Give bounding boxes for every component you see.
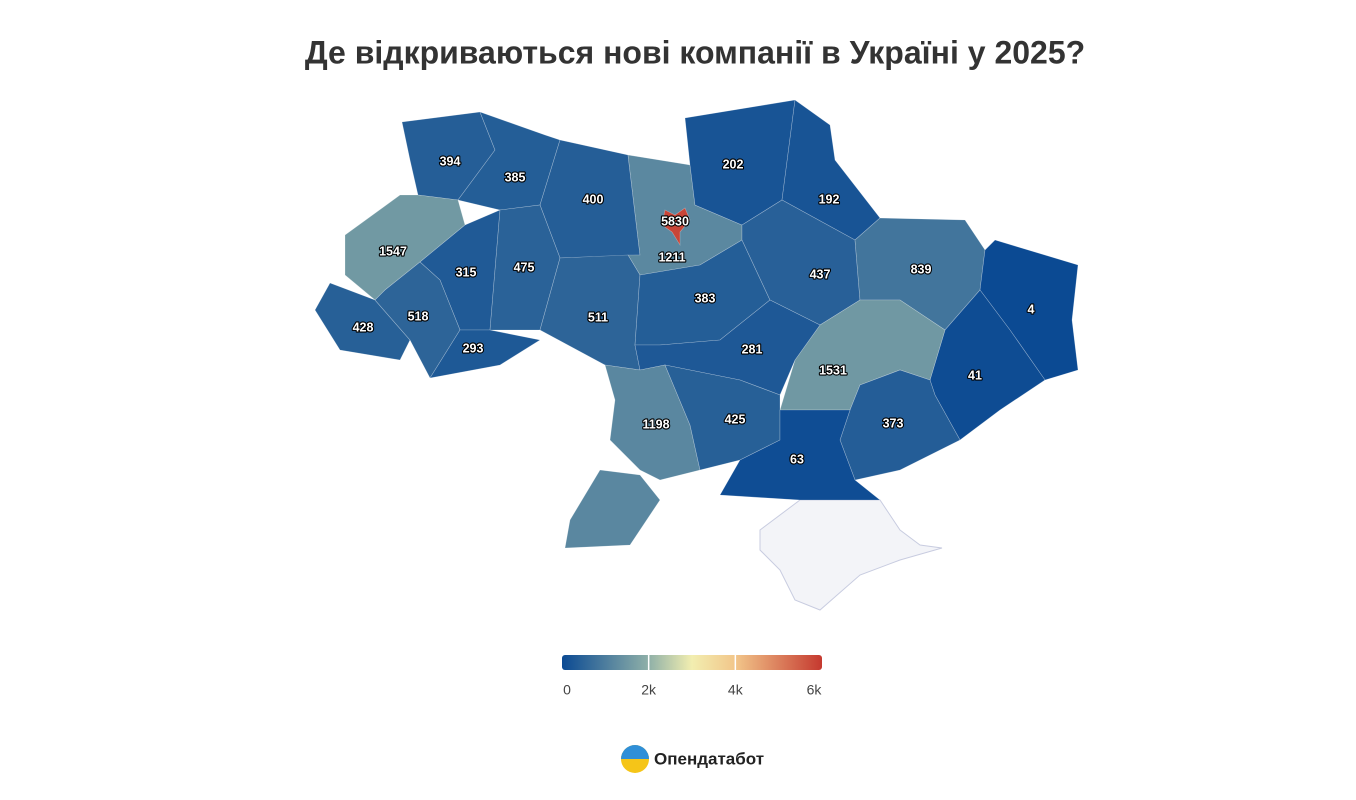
region [661, 207, 691, 247]
region [429, 329, 541, 379]
legend-tick-label: 4k [728, 682, 744, 698]
region-label: 400 [583, 192, 604, 206]
region-label: 518 [408, 309, 429, 323]
region-label: 315 [456, 265, 477, 279]
legend-tick-label: 2k [641, 682, 657, 698]
region-label: 475 [514, 260, 535, 274]
region-label: 202 [723, 157, 744, 171]
labels: 394 385 400 1211 202 192 1547 315 475 428 518 293 51… [351, 153, 1035, 467]
legend-bar [562, 655, 822, 670]
region-label: 425 [725, 412, 746, 426]
region [929, 289, 1046, 441]
region [719, 409, 881, 501]
region-label: 1198 [642, 417, 669, 431]
brand-logo [621, 745, 649, 773]
region-label: 192 [819, 192, 840, 206]
region-label: 385 [505, 170, 526, 184]
region-label: 839 [911, 262, 932, 276]
region-label: 373 [883, 416, 904, 430]
region-label: 41 [968, 368, 982, 382]
region-label: 63 [790, 452, 804, 466]
legend: 0 2k 4k 6k [563, 655, 823, 698]
region-label: 394 [440, 154, 461, 168]
region-label: 281 [742, 342, 763, 356]
region [374, 261, 461, 379]
region-label: 428 [353, 320, 374, 334]
region [564, 364, 701, 549]
legend-tick-label: 0 [563, 682, 571, 698]
region-label: 1531 [819, 363, 847, 377]
region-label: 511 [588, 310, 608, 324]
region-label: 437 [810, 267, 831, 281]
region-label: 293 [463, 341, 484, 355]
legend-tick-label: 6k [807, 682, 823, 698]
title: Де відкриваються нові компанії в Україні… [305, 34, 1085, 70]
region-label: 1211 [658, 250, 685, 264]
region-label: 383 [695, 291, 716, 305]
brand: Опендатабот [654, 749, 764, 768]
regions [314, 99, 1079, 549]
region-label: 1547 [379, 244, 407, 258]
region-label: 4 [1028, 302, 1035, 316]
region [634, 299, 821, 396]
region-label: 5830 [661, 214, 689, 228]
crimea [759, 499, 943, 611]
